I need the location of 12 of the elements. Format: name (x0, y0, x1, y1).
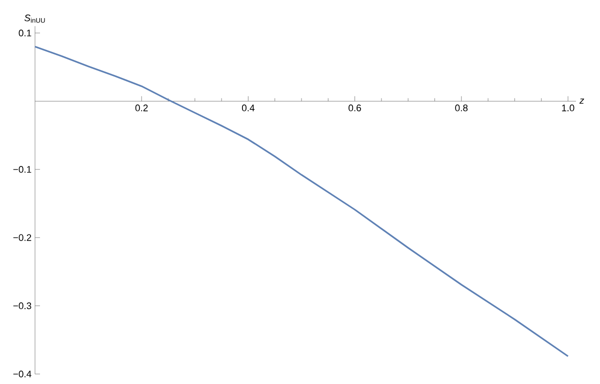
y-axis-title: S$_{inUU}$ (24, 14, 45, 23)
x-axis-title: z (579, 98, 584, 104)
y-tick-label: −0.2 (13, 234, 32, 241)
y-tick-label: −0.4 (13, 370, 32, 378)
x-tick-label: 0.8 (455, 104, 468, 112)
y-tick-label: −0.1 (13, 166, 32, 173)
x-tick-label: 1.0 (562, 104, 574, 112)
y-tick-label: −0.3 (13, 302, 32, 310)
x-tick-label: 0.2 (135, 104, 148, 112)
x-tick-label: 0.6 (348, 104, 361, 112)
x-tick-label: 0.4 (242, 104, 255, 112)
y-tick-label: 0.1 (18, 30, 32, 36)
